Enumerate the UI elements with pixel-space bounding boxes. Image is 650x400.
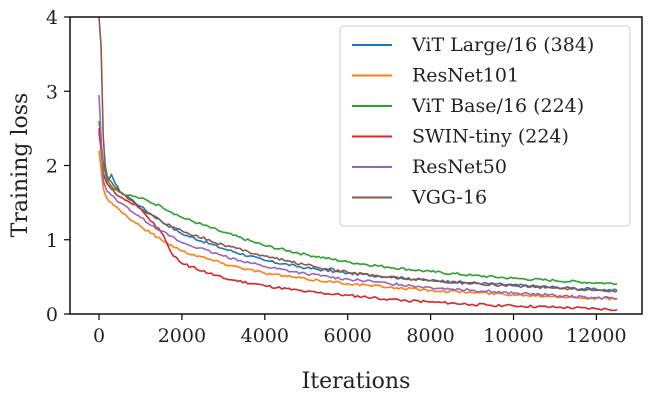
legend: ViT Large/16 (384) ResNet101 ViT Base/16 (… (339, 25, 631, 227)
legend-label: ResNet101 (412, 65, 519, 87)
x-tick-label: 4000 (241, 325, 289, 347)
legend-label: ViT Large/16 (384) (411, 34, 594, 56)
y-tick-label: 1 (46, 230, 58, 252)
x-tick-label: 8000 (406, 325, 454, 347)
series-line (98, 128, 618, 312)
series-line (98, 94, 618, 300)
series-line (98, 17, 618, 293)
series-line (98, 150, 618, 301)
legend-label: ResNet50 (412, 156, 507, 178)
x-tick-label: 0 (93, 325, 105, 347)
x-tick-label: 6000 (324, 325, 372, 347)
legend-label: VGG-16 (411, 187, 487, 209)
y-tick-label: 2 (46, 156, 58, 178)
y-tick-label: 3 (46, 81, 58, 103)
x-axis-title: Iterations (302, 369, 411, 394)
legend-label: ViT Base/16 (224) (411, 95, 584, 117)
y-tick-label: 0 (46, 304, 58, 326)
x-tick-label: 12000 (566, 325, 626, 347)
series-line (98, 120, 618, 286)
y-tick-label: 4 (46, 7, 58, 29)
x-tick-label: 10000 (483, 325, 543, 347)
y-axis-title: Training loss (8, 93, 33, 238)
legend-label: SWIN-tiny (224) (412, 126, 569, 148)
legend-box (339, 25, 631, 227)
x-tick-label: 2000 (158, 325, 206, 347)
